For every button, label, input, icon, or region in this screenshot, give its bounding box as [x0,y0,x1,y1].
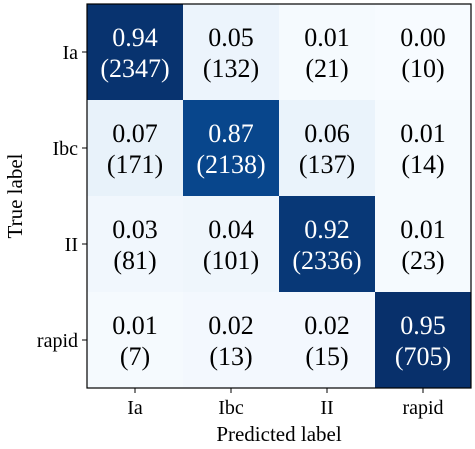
cell-count-label: (10) [401,54,444,83]
heatmap-cell [375,4,471,100]
cell-value-label: 0.05 [208,23,254,52]
cell-count-label: (81) [113,246,156,275]
heatmap-cells: 0.94(2347)0.05(132)0.01(21)0.00(10)0.07(… [87,4,471,388]
x-tick-label: Ibc [218,397,244,419]
y-tick-label: rapid [37,330,78,352]
plot-frame [86,3,472,389]
heatmap-cell [183,100,279,196]
cell-value-label: 0.04 [208,215,254,244]
cell-count-label: (15) [305,342,348,371]
y-axis-label: True label [3,153,27,238]
heatmap-cell [87,196,183,292]
heatmap-cell [279,292,375,388]
cell-count-label: (23) [401,246,444,275]
y-tick-label: Ia [62,42,78,64]
cell-value-label: 0.02 [208,311,254,340]
cell-count-label: (21) [305,54,348,83]
cell-count-label: (14) [401,150,444,179]
cell-count-label: (101) [203,246,259,275]
heatmap-cell [183,196,279,292]
heatmap-cell [87,4,183,100]
cell-value-label: 0.02 [304,311,350,340]
cell-value-label: 0.00 [400,23,446,52]
cell-value-label: 0.94 [112,23,158,52]
cell-value-label: 0.07 [112,119,158,148]
cell-count-label: (132) [203,54,259,83]
cell-value-label: 0.95 [400,311,446,340]
cell-value-label: 0.03 [112,215,158,244]
heatmap-cell [375,292,471,388]
cell-count-label: (2336) [292,246,361,275]
y-tick-label: II [65,234,78,256]
x-axis-label: Predicted label [216,422,342,446]
heatmap-cell [375,196,471,292]
cell-count-label: (13) [209,342,252,371]
heatmap-cell [279,100,375,196]
cell-value-label: 0.01 [400,119,446,148]
cell-count-label: (7) [120,342,150,371]
cell-count-label: (2138) [196,150,265,179]
heatmap-cell [279,4,375,100]
x-tick-label: Ia [127,397,143,419]
x-tick-label: rapid [402,397,443,419]
cell-value-label: 0.06 [304,119,350,148]
cell-count-label: (171) [107,150,163,179]
cell-count-label: (137) [299,150,355,179]
heatmap-cell [375,100,471,196]
cell-value-label: 0.01 [112,311,158,340]
cell-value-label: 0.01 [400,215,446,244]
heatmap-cell [87,292,183,388]
heatmap-cell [183,292,279,388]
cell-value-label: 0.01 [304,23,350,52]
heatmap-cell [87,100,183,196]
axis-ticks: Ia Ibc II rapid Ia Ibc II rapid [37,42,444,419]
x-tick-label: II [320,397,333,419]
cell-value-label: 0.92 [304,215,350,244]
heatmap-cell [183,4,279,100]
cell-count-label: (2347) [100,54,169,83]
y-tick-label: Ibc [52,138,78,160]
cell-count-label: (705) [395,342,451,371]
heatmap-cell [279,196,375,292]
cell-value-label: 0.87 [208,119,254,148]
